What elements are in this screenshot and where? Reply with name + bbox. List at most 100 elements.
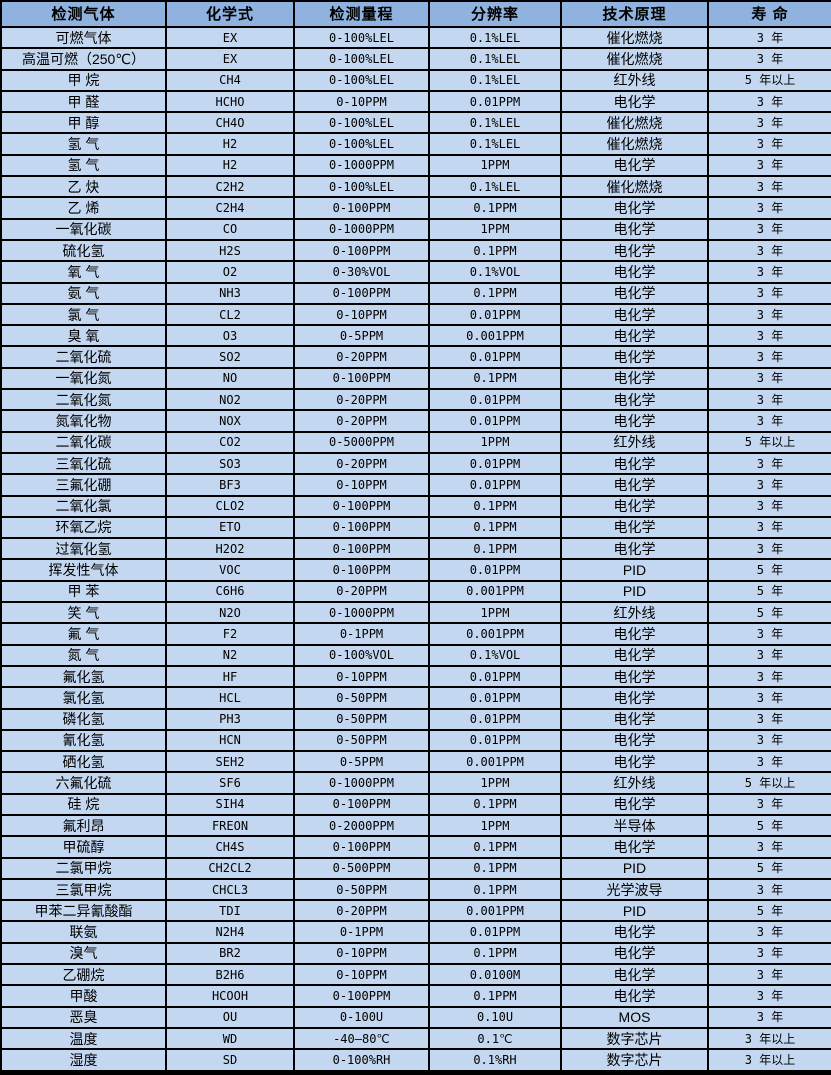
table-row: 氮氧化物 NOX 0-20PPM 0.01PPM 电化学 3 年 — [0, 409, 831, 433]
cell-range: 0-100%RH — [293, 1048, 430, 1074]
cell-resolution: 0.1PPM — [428, 196, 562, 220]
cell-lifespan: 3 年 — [707, 409, 831, 433]
cell-range: 0-100PPM — [293, 835, 430, 859]
column-header-principle: 技术原理 — [560, 0, 709, 28]
cell-resolution: 0.01PPM — [428, 302, 562, 327]
cell-gas-name: 二氧化硫 — [0, 345, 167, 369]
cell-formula: BF3 — [165, 473, 295, 497]
cell-formula: N2 — [165, 643, 295, 667]
cell-formula: HCHO — [165, 89, 295, 114]
cell-principle: PID — [560, 899, 709, 923]
cell-gas-name: 挥发性气体 — [0, 558, 167, 582]
cell-resolution: 0.1PPM — [428, 238, 562, 263]
cell-gas-name: 溴气 — [0, 941, 167, 966]
table-row: 氟 气 F2 0-1PPM 0.001PPM 电化学 3 年 — [0, 622, 831, 646]
cell-formula: EX — [165, 47, 295, 71]
cell-formula: F2 — [165, 622, 295, 646]
cell-gas-name: 硫化氢 — [0, 238, 167, 263]
cell-gas-name: 氟 气 — [0, 622, 167, 646]
cell-resolution: 0.1PPM — [428, 835, 562, 859]
cell-resolution: 0.01PPM — [428, 345, 562, 369]
column-header-formula: 化学式 — [165, 0, 295, 28]
cell-principle: 电化学 — [560, 196, 709, 220]
table-row: 二氧化氮 NO2 0-20PPM 0.01PPM 电化学 3 年 — [0, 388, 831, 412]
cell-formula: C2H4 — [165, 196, 295, 220]
table-row: 三氧化硫 SO3 0-20PPM 0.01PPM 电化学 3 年 — [0, 451, 831, 476]
cell-resolution: 1PPM — [428, 153, 562, 178]
cell-formula: O2 — [165, 260, 295, 284]
table-row: 甲 苯 C6H6 0-20PPM 0.001PPM PID 5 年 — [0, 579, 831, 604]
cell-range: 0-100PPM — [293, 792, 430, 816]
cell-formula: BR2 — [165, 941, 295, 966]
cell-range: 0-1000PPM — [293, 153, 430, 178]
cell-gas-name: 甲 醛 — [0, 89, 167, 114]
cell-principle: 电化学 — [560, 643, 709, 667]
cell-lifespan: 5 年 — [707, 601, 831, 625]
cell-range: 0-10PPM — [293, 302, 430, 327]
cell-gas-name: 六氟化硫 — [0, 771, 167, 795]
cell-resolution: 0.1PPM — [428, 281, 562, 305]
table-row: 甲硫醇 CH4S 0-100PPM 0.1PPM 电化学 3 年 — [0, 835, 831, 859]
cell-lifespan: 3 年 — [707, 217, 831, 241]
cell-formula: C6H6 — [165, 579, 295, 604]
cell-gas-name: 甲酸 — [0, 984, 167, 1008]
cell-principle: 电化学 — [560, 89, 709, 114]
cell-lifespan: 3 年 — [707, 515, 831, 540]
cell-range: 0-100PPM — [293, 558, 430, 582]
cell-resolution: 0.1%LEL — [428, 175, 562, 199]
cell-gas-name: 甲苯二异氰酸酯 — [0, 899, 167, 923]
table-row: 氮 气 N2 0-100%VOL 0.1%VOL 电化学 3 年 — [0, 643, 831, 667]
cell-resolution: 0.1℃ — [428, 1026, 562, 1051]
cell-formula: HCOOH — [165, 984, 295, 1008]
cell-formula: HCN — [165, 728, 295, 753]
cell-resolution: 0.001PPM — [428, 324, 562, 348]
table-row: 磷化氢 PH3 0-50PPM 0.01PPM 电化学 3 年 — [0, 707, 831, 731]
cell-principle: 电化学 — [560, 153, 709, 178]
cell-lifespan: 5 年 — [707, 813, 831, 838]
cell-range: 0-20PPM — [293, 899, 430, 923]
cell-range: 0-500PPM — [293, 856, 430, 880]
cell-resolution: 0.0100M — [428, 963, 562, 987]
cell-gas-name: 乙 炔 — [0, 175, 167, 199]
cell-lifespan: 3 年 — [707, 153, 831, 178]
table-row: 二氯甲烷 CH2CL2 0-500PPM 0.1PPM PID 5 年 — [0, 856, 831, 880]
cell-formula: NO2 — [165, 388, 295, 412]
cell-principle: 电化学 — [560, 260, 709, 284]
cell-lifespan: 3 年 — [707, 941, 831, 966]
table-row: 湿度 SD 0-100%RH 0.1%RH 数字芯片 3 年以上 — [0, 1048, 831, 1074]
table-row: 甲 醇 CH4O 0-100%LEL 0.1%LEL 催化燃烧 3 年 — [0, 111, 831, 135]
cell-lifespan: 5 年 — [707, 899, 831, 923]
cell-gas-name: 臭 氧 — [0, 324, 167, 348]
cell-lifespan: 5 年以上 — [707, 68, 831, 92]
cell-principle: 数字芯片 — [560, 1026, 709, 1051]
cell-principle: 电化学 — [560, 750, 709, 774]
cell-formula: H2 — [165, 153, 295, 178]
cell-formula: WD — [165, 1026, 295, 1051]
table-row: 高温可燃（250℃） EX 0-100%LEL 0.1%LEL 催化燃烧 3 年 — [0, 47, 831, 71]
cell-principle: PID — [560, 579, 709, 604]
cell-principle: PID — [560, 558, 709, 582]
cell-formula: VOC — [165, 558, 295, 582]
table-row: 一氧化氮 NO 0-100PPM 0.1PPM 电化学 3 年 — [0, 366, 831, 391]
cell-resolution: 0.01PPM — [428, 558, 562, 582]
cell-range: 0-1PPM — [293, 920, 430, 944]
cell-resolution: 0.1PPM — [428, 941, 562, 966]
cell-lifespan: 3 年 — [707, 132, 831, 156]
cell-principle: 电化学 — [560, 409, 709, 433]
cell-principle: 数字芯片 — [560, 1048, 709, 1074]
cell-resolution: 0.1%RH — [428, 1048, 562, 1074]
cell-gas-name: 可燃气体 — [0, 25, 167, 50]
cell-formula: SO3 — [165, 451, 295, 476]
cell-principle: 电化学 — [560, 728, 709, 753]
table-body: 可燃气体 EX 0-100%LEL 0.1%LEL 催化燃烧 3 年高温可燃（250℃） E… — [0, 25, 831, 1074]
cell-principle: PID — [560, 856, 709, 880]
table-row: 硒化氢 SEH2 0-5PPM 0.001PPM 电化学 3 年 — [0, 750, 831, 774]
cell-range: 0-20PPM — [293, 579, 430, 604]
table-row: 硅 烷 SIH4 0-100PPM 0.1PPM 电化学 3 年 — [0, 792, 831, 816]
cell-formula: CH4S — [165, 835, 295, 859]
table-row: 环氧乙烷 ETO 0-100PPM 0.1PPM 电化学 3 年 — [0, 515, 831, 540]
cell-formula: CO2 — [165, 430, 295, 454]
cell-lifespan: 5 年 — [707, 558, 831, 582]
cell-lifespan: 3 年 — [707, 1005, 831, 1029]
cell-resolution: 0.01PPM — [428, 409, 562, 433]
